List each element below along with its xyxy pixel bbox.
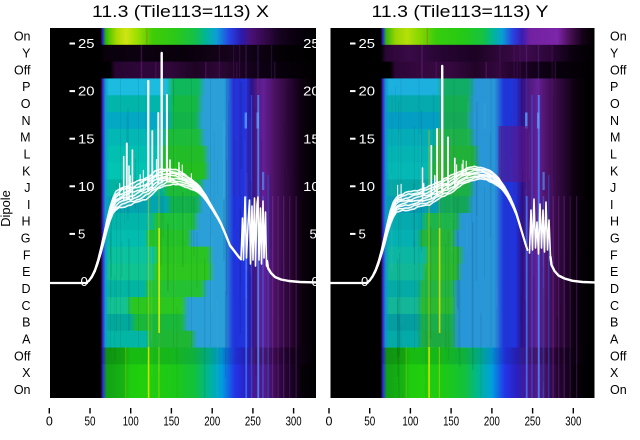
svg-text:10: 10 (359, 179, 376, 194)
svg-text:15: 15 (78, 131, 95, 146)
svg-text:N: N (21, 114, 30, 128)
svg-text:0: 0 (312, 274, 319, 289)
svg-text:300: 300 (565, 415, 581, 429)
svg-text:200: 200 (204, 415, 220, 429)
svg-text:0: 0 (81, 274, 88, 289)
svg-text:P: P (610, 80, 618, 94)
svg-text:5: 5 (310, 227, 317, 242)
svg-text:F: F (23, 248, 31, 262)
svg-text:Off: Off (14, 349, 31, 363)
svg-text:Dipole: Dipole (0, 190, 13, 227)
svg-text:15: 15 (303, 131, 320, 146)
svg-text:I: I (27, 198, 30, 212)
svg-text:C: C (610, 299, 619, 313)
svg-text:25: 25 (303, 36, 320, 51)
svg-text:J: J (610, 181, 616, 195)
svg-text:25: 25 (78, 36, 95, 51)
svg-text:200: 200 (484, 415, 500, 429)
svg-text:C: C (21, 299, 30, 313)
svg-text:On: On (610, 30, 627, 44)
svg-text:O: O (21, 97, 31, 111)
svg-text:B: B (22, 316, 30, 330)
svg-text:A: A (22, 332, 31, 346)
svg-text:G: G (610, 232, 620, 246)
svg-text:100: 100 (123, 415, 139, 429)
svg-text:250: 250 (525, 415, 541, 429)
svg-text:H: H (21, 215, 30, 229)
svg-text:O: O (610, 97, 620, 111)
svg-text:F: F (610, 248, 618, 262)
svg-text:X: X (22, 366, 31, 380)
svg-text:0: 0 (361, 274, 368, 289)
svg-text:11.3 (Tile113=113) Y: 11.3 (Tile113=113) Y (372, 2, 549, 21)
svg-text:On: On (610, 383, 627, 397)
svg-text:D: D (21, 282, 30, 296)
svg-text:Y: Y (22, 47, 31, 61)
svg-text:20: 20 (303, 84, 320, 99)
svg-text:100: 100 (402, 415, 418, 429)
svg-text:K: K (610, 164, 619, 178)
svg-text:Off: Off (14, 63, 31, 77)
svg-text:25: 25 (359, 36, 376, 51)
svg-text:J: J (24, 181, 30, 195)
svg-text:E: E (610, 265, 618, 279)
svg-text:I: I (610, 198, 613, 212)
svg-text:D: D (610, 282, 619, 296)
svg-text:150: 150 (443, 415, 459, 429)
svg-text:K: K (22, 164, 31, 178)
svg-text:Off: Off (610, 63, 627, 77)
svg-text:20: 20 (78, 84, 95, 99)
svg-text:50: 50 (85, 415, 96, 429)
svg-text:On: On (14, 383, 31, 397)
svg-text:M: M (610, 131, 620, 145)
svg-text:20: 20 (359, 84, 376, 99)
svg-text:P: P (22, 80, 30, 94)
svg-text:L: L (610, 147, 617, 161)
svg-text:0: 0 (46, 415, 53, 429)
svg-text:H: H (610, 215, 619, 229)
svg-text:50: 50 (364, 415, 375, 429)
svg-text:11.3 (Tile113=113) X: 11.3 (Tile113=113) X (92, 2, 269, 21)
svg-text:M: M (20, 131, 30, 145)
svg-text:0: 0 (326, 415, 333, 429)
svg-text:N: N (610, 114, 619, 128)
svg-text:5: 5 (78, 227, 85, 242)
svg-text:15: 15 (359, 131, 376, 146)
svg-text:150: 150 (163, 415, 179, 429)
svg-text:G: G (21, 232, 31, 246)
svg-text:Y: Y (610, 47, 619, 61)
svg-text:300: 300 (286, 415, 302, 429)
svg-text:A: A (610, 332, 619, 346)
svg-text:L: L (24, 147, 31, 161)
svg-text:250: 250 (245, 415, 261, 429)
svg-text:On: On (14, 30, 31, 44)
svg-text:10: 10 (78, 179, 95, 194)
svg-text:Off: Off (610, 349, 627, 363)
svg-text:E: E (22, 265, 30, 279)
svg-text:5: 5 (359, 227, 366, 242)
svg-text:10: 10 (303, 179, 320, 194)
svg-text:B: B (610, 316, 618, 330)
svg-text:X: X (610, 366, 619, 380)
